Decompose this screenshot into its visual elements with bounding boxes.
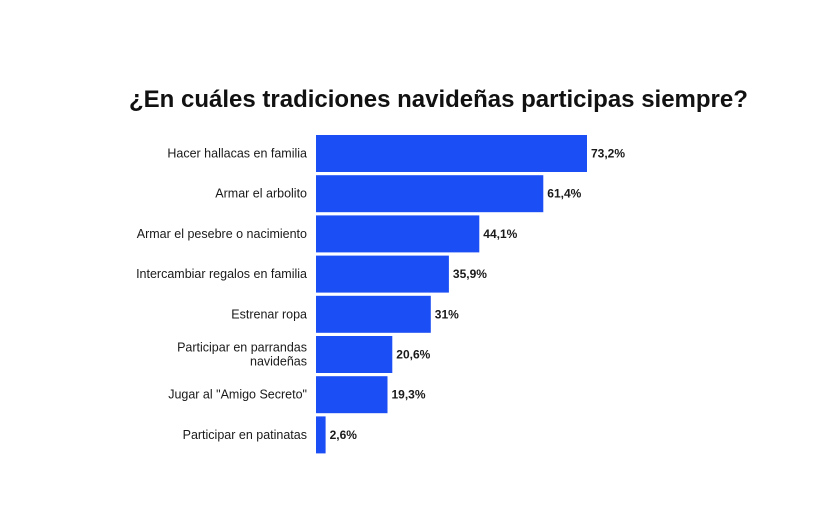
category-label: Intercambiar regalos en familia (136, 267, 307, 281)
category-label-line: Hacer hallacas en familia (167, 147, 307, 161)
category-label: Estrenar ropa (231, 307, 307, 321)
bars-layer: 73,2% Hacer hallacas en familia 61,4% Armar… (136, 135, 625, 454)
category-label-line: Participar en patinatas (183, 428, 307, 442)
category-label-line: Participar en parrandas (177, 341, 307, 355)
bar (316, 336, 393, 373)
category-label-line: Intercambiar regalos en familia (136, 267, 307, 281)
category-label-line: navideñas (250, 355, 307, 369)
bar (316, 215, 480, 253)
bar (316, 295, 431, 333)
category-label-line: Estrenar ropa (231, 307, 307, 321)
bar (316, 376, 388, 414)
value-label: 44,1% (483, 227, 517, 241)
bar (316, 416, 326, 454)
category-label: Participar en parrandas navideñas (177, 341, 307, 369)
category-label: Hacer hallacas en familia (167, 147, 307, 161)
value-label: 20,6% (396, 348, 430, 362)
category-label: Jugar al "Amigo Secreto" (168, 388, 307, 402)
value-label: 73,2% (591, 147, 625, 161)
category-label-line: Armar el arbolito (215, 187, 307, 201)
category-label: Armar el arbolito (215, 187, 307, 201)
category-label: Armar el pesebre o nacimiento (137, 227, 307, 241)
category-label-line: Jugar al "Amigo Secreto" (168, 388, 307, 402)
value-label: 61,4% (547, 187, 581, 201)
value-label: 35,9% (453, 267, 487, 281)
category-label-line: Armar el pesebre o nacimiento (137, 227, 307, 241)
chart-title: ¿En cuáles tradiciones navideñas partici… (129, 86, 748, 113)
category-label: Participar en patinatas (183, 428, 307, 442)
bar (316, 255, 449, 293)
value-label: 2,6% (330, 428, 358, 442)
bar (316, 175, 544, 213)
value-label: 19,3% (392, 388, 426, 402)
bar (316, 135, 587, 172)
value-label: 31% (435, 307, 459, 321)
